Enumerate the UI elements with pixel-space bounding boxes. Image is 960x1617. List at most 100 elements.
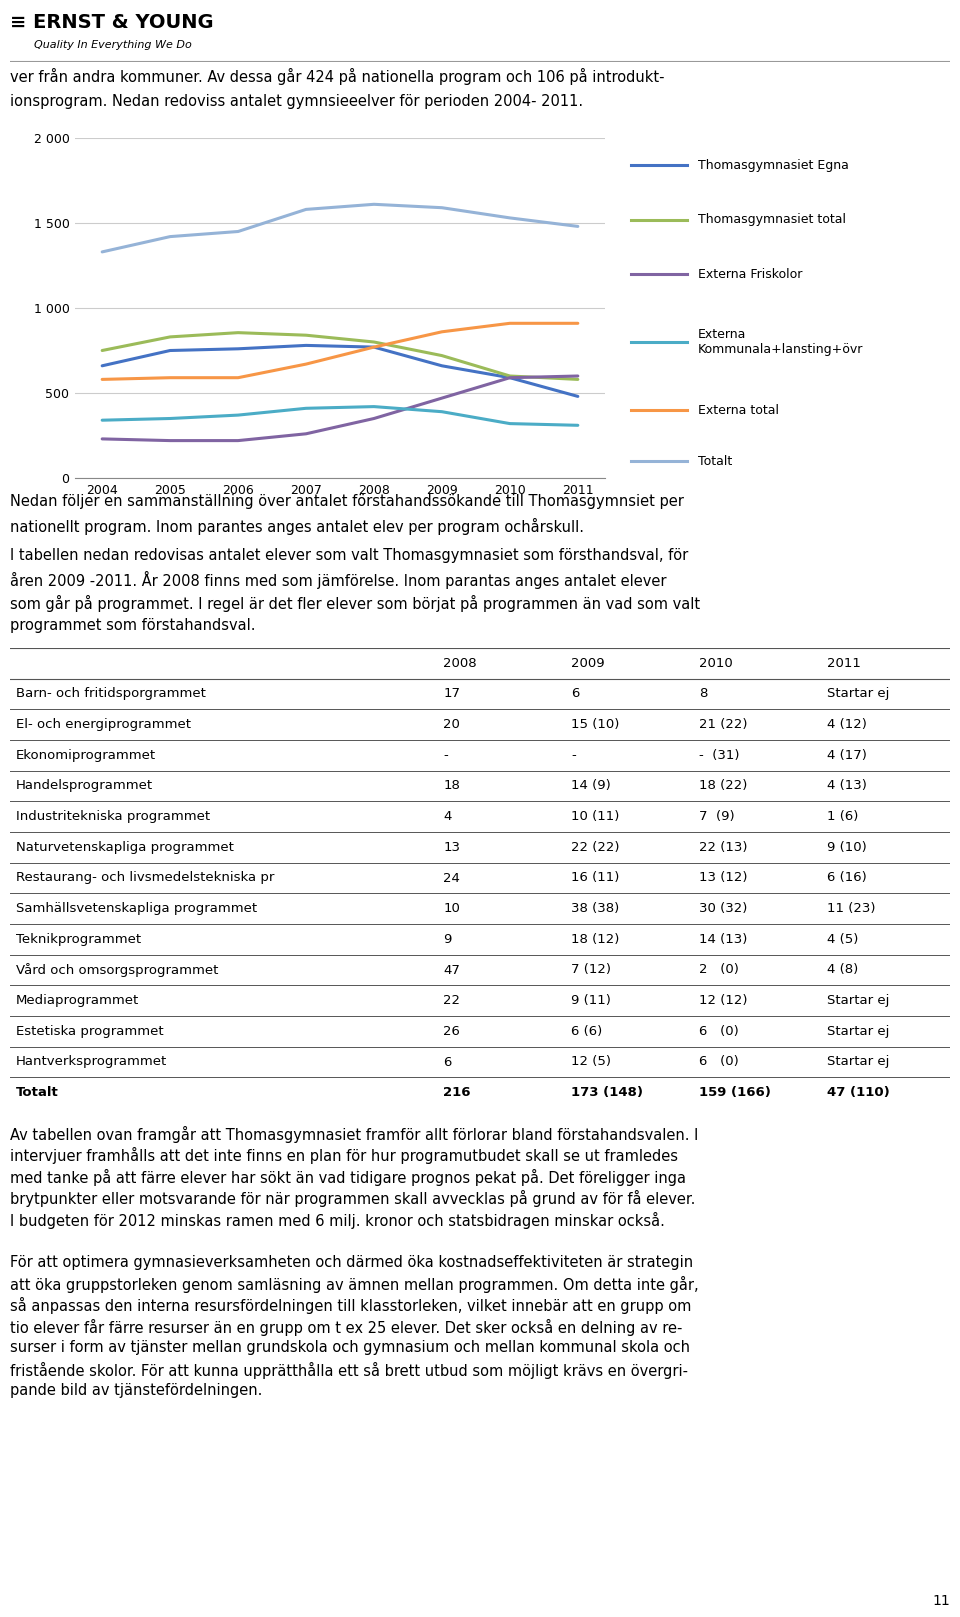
Text: 30 (32): 30 (32): [699, 902, 748, 915]
Text: 17: 17: [444, 687, 461, 700]
Text: 22: 22: [444, 994, 461, 1007]
Text: 18 (22): 18 (22): [699, 779, 748, 792]
Text: surser i form av tjänster mellan grundskola och gymnasium och mellan kommunal sk: surser i form av tjänster mellan grundsk…: [10, 1340, 690, 1355]
Text: Startar ej: Startar ej: [827, 1025, 889, 1038]
Text: 15 (10): 15 (10): [571, 718, 619, 731]
Text: med tanke på att färre elever har sökt än vad tidigare prognos pekat på. Det för: med tanke på att färre elever har sökt ä…: [10, 1169, 686, 1185]
Text: ionsprogram. Nedan redoviss antalet gymnsieeelver för perioden 2004- 2011.: ionsprogram. Nedan redoviss antalet gymn…: [10, 94, 583, 110]
Text: 2009: 2009: [571, 657, 605, 669]
Text: Industritekniska programmet: Industritekniska programmet: [15, 810, 210, 823]
Text: 10 (11): 10 (11): [571, 810, 619, 823]
Text: som går på programmet. I regel är det fler elever som börjat på programmen än va: som går på programmet. I regel är det fl…: [10, 595, 700, 611]
Text: 18: 18: [444, 779, 460, 792]
Text: 22 (22): 22 (22): [571, 841, 620, 854]
Text: pande bild av tjänstefördelningen.: pande bild av tjänstefördelningen.: [10, 1383, 262, 1399]
Text: 2010: 2010: [699, 657, 732, 669]
Text: 6 (16): 6 (16): [827, 872, 867, 884]
Text: 4: 4: [444, 810, 452, 823]
Text: I tabellen nedan redovisas antalet elever som valt Thomasgymnasiet som försthand: I tabellen nedan redovisas antalet eleve…: [10, 548, 688, 563]
Text: 26: 26: [444, 1025, 460, 1038]
Text: 18 (12): 18 (12): [571, 933, 619, 946]
Text: 4 (12): 4 (12): [827, 718, 867, 731]
Text: 2008: 2008: [444, 657, 477, 669]
Text: 22 (13): 22 (13): [699, 841, 748, 854]
Text: Handelsprogrammet: Handelsprogrammet: [15, 779, 153, 792]
Text: 2   (0): 2 (0): [699, 964, 739, 977]
Text: ver från andra kommuner. Av dessa går 424 på nationella program och 106 på intro: ver från andra kommuner. Av dessa går 42…: [10, 68, 664, 86]
Text: 47: 47: [444, 964, 460, 977]
Text: Naturvetenskapliga programmet: Naturvetenskapliga programmet: [15, 841, 233, 854]
Text: 20: 20: [444, 718, 460, 731]
Text: 7 (12): 7 (12): [571, 964, 612, 977]
Text: 11 (23): 11 (23): [827, 902, 876, 915]
Text: 13: 13: [444, 841, 461, 854]
Text: Startar ej: Startar ej: [827, 1056, 889, 1069]
Text: brytpunkter eller motsvarande för när programmen skall avvecklas på grund av för: brytpunkter eller motsvarande för när pr…: [10, 1190, 695, 1208]
Text: 2011: 2011: [827, 657, 861, 669]
Text: Samhällsvetenskapliga programmet: Samhällsvetenskapliga programmet: [15, 902, 256, 915]
Text: tio elever får färre resurser än en grupp om t ex 25 elever. Det sker också en d: tio elever får färre resurser än en grup…: [10, 1319, 683, 1336]
Text: 16 (11): 16 (11): [571, 872, 619, 884]
Text: El- och energiprogrammet: El- och energiprogrammet: [15, 718, 191, 731]
Text: Quality In Everything We Do: Quality In Everything We Do: [35, 40, 192, 50]
Text: åren 2009 -2011. År 2008 finns med som jämförelse. Inom parantas anges antalet e: åren 2009 -2011. År 2008 finns med som j…: [10, 571, 666, 589]
Text: 4 (8): 4 (8): [827, 964, 858, 977]
Text: I budgeten för 2012 minskas ramen med 6 milj. kronor och statsbidragen minskar o: I budgeten för 2012 minskas ramen med 6 …: [10, 1211, 665, 1229]
Text: Startar ej: Startar ej: [827, 994, 889, 1007]
Text: Totalt: Totalt: [15, 1087, 59, 1100]
Text: att öka gruppstorleken genom samläsning av ämnen mellan programmen. Om detta int: att öka gruppstorleken genom samläsning …: [10, 1276, 699, 1294]
Text: Hantverksprogrammet: Hantverksprogrammet: [15, 1056, 167, 1069]
Text: Av tabellen ovan framgår att Thomasgymnasiet framför allt förlorar bland förstah: Av tabellen ovan framgår att Thomasgymna…: [10, 1125, 698, 1143]
Text: 11: 11: [932, 1594, 950, 1607]
Text: 14 (9): 14 (9): [571, 779, 611, 792]
Text: 6   (0): 6 (0): [699, 1025, 739, 1038]
Text: så anpassas den interna resursfördelningen till klasstorleken, vilket innebär at: så anpassas den interna resursfördelning…: [10, 1297, 691, 1315]
Text: 21 (22): 21 (22): [699, 718, 748, 731]
Text: Thomasgymnasiet Egna: Thomasgymnasiet Egna: [698, 158, 849, 171]
Text: 173 (148): 173 (148): [571, 1087, 643, 1100]
Text: Nedan följer en sammanställning över antalet förstahandssökande till Thomasgymns: Nedan följer en sammanställning över ant…: [10, 495, 684, 509]
Text: Totalt: Totalt: [698, 454, 732, 467]
Text: 7  (9): 7 (9): [699, 810, 734, 823]
Text: Thomasgymnasiet total: Thomasgymnasiet total: [698, 213, 846, 226]
Text: 10: 10: [444, 902, 460, 915]
Text: programmet som förstahandsval.: programmet som förstahandsval.: [10, 618, 255, 632]
Text: Mediaprogrammet: Mediaprogrammet: [15, 994, 139, 1007]
Text: 4 (5): 4 (5): [827, 933, 858, 946]
Text: fristående skolor. För att kunna upprätthålla ett så brett utbud som möjligt krä: fristående skolor. För att kunna upprätt…: [10, 1362, 688, 1379]
Text: 9 (10): 9 (10): [827, 841, 867, 854]
Text: Externa Friskolor: Externa Friskolor: [698, 267, 803, 280]
Text: Externa total: Externa total: [698, 404, 779, 417]
Text: 159 (166): 159 (166): [699, 1087, 771, 1100]
Text: Restaurang- och livsmedelstekniska pr: Restaurang- och livsmedelstekniska pr: [15, 872, 274, 884]
Text: 38 (38): 38 (38): [571, 902, 619, 915]
Text: 6   (0): 6 (0): [699, 1056, 739, 1069]
Text: intervjuer framhålls att det inte finns en plan för hur programutbudet skall se : intervjuer framhålls att det inte finns …: [10, 1148, 678, 1164]
Text: 24: 24: [444, 872, 460, 884]
Text: För att optimera gymnasieverksamheten och därmed öka kostnadseffektiviteten är s: För att optimera gymnasieverksamheten oc…: [10, 1255, 693, 1269]
Text: 216: 216: [444, 1087, 470, 1100]
Text: 9 (11): 9 (11): [571, 994, 612, 1007]
Text: Externa
Kommunala+lansting+övr: Externa Kommunala+lansting+övr: [698, 328, 863, 356]
Text: 6 (6): 6 (6): [571, 1025, 603, 1038]
Text: 12 (12): 12 (12): [699, 994, 748, 1007]
Text: -: -: [444, 749, 448, 762]
Text: Estetiska programmet: Estetiska programmet: [15, 1025, 163, 1038]
Text: 12 (5): 12 (5): [571, 1056, 612, 1069]
Text: 13 (12): 13 (12): [699, 872, 748, 884]
Text: 1 (6): 1 (6): [827, 810, 858, 823]
Text: 8: 8: [699, 687, 708, 700]
Text: Ekonomiprogrammet: Ekonomiprogrammet: [15, 749, 156, 762]
Text: 14 (13): 14 (13): [699, 933, 748, 946]
Text: 6: 6: [444, 1056, 452, 1069]
Text: 47 (110): 47 (110): [827, 1087, 890, 1100]
Text: ≡ ERNST & YOUNG: ≡ ERNST & YOUNG: [10, 13, 214, 32]
Text: nationellt program. Inom parantes anges antalet elev per program ochårskull.: nationellt program. Inom parantes anges …: [10, 519, 584, 535]
Text: 4 (13): 4 (13): [827, 779, 867, 792]
Text: Startar ej: Startar ej: [827, 687, 889, 700]
Text: Vård och omsorgsprogrammet: Vård och omsorgsprogrammet: [15, 964, 218, 977]
Text: 6: 6: [571, 687, 580, 700]
Text: Teknikprogrammet: Teknikprogrammet: [15, 933, 141, 946]
Text: -  (31): - (31): [699, 749, 739, 762]
Text: 9: 9: [444, 933, 452, 946]
